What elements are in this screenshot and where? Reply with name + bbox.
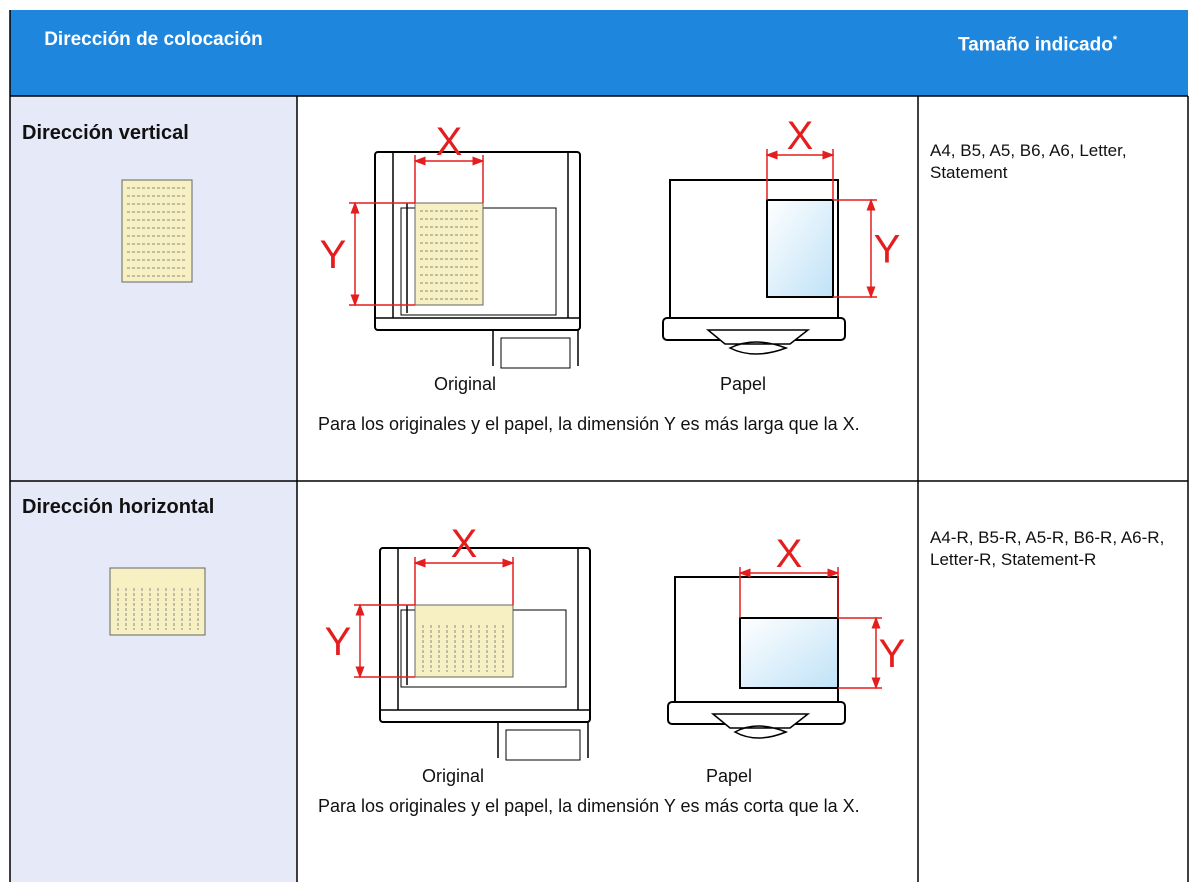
scanner-body — [379, 547, 591, 723]
paper-sheet — [739, 617, 839, 689]
sizes: A4, B5, A5, B6, A6, Letter, Statement — [930, 141, 1127, 182]
header-size-text: Tamaño indicado — [958, 34, 1113, 56]
header-bg — [10, 10, 1188, 96]
orientation: Dirección horizontal — [22, 496, 215, 518]
stand-inner — [500, 337, 571, 369]
note: Para los originales y el papel, la dimen… — [318, 414, 860, 434]
dimension-label: Y — [320, 233, 347, 277]
stand-inner — [505, 729, 581, 761]
caption: Papel — [720, 374, 767, 394]
tray-handle — [710, 713, 811, 739]
header-size: Tamaño indicado* — [958, 28, 1117, 57]
caption: Original — [434, 374, 497, 394]
paper-sheet — [766, 199, 834, 298]
orientation: Dirección vertical — [22, 122, 189, 144]
icon-vertical — [121, 179, 193, 283]
caption: Original — [422, 766, 485, 786]
dimension-label: Y — [879, 632, 906, 676]
dimension-label: Y — [325, 620, 352, 664]
original-sheet — [414, 604, 514, 678]
tray-handle — [705, 329, 811, 355]
scanner-body — [374, 151, 581, 331]
header-placement: Dirección de colocación — [44, 29, 263, 50]
dimension-label: X — [451, 522, 478, 566]
original-sheet — [414, 202, 484, 306]
note: Para los originales y el papel, la dimen… — [318, 796, 860, 816]
dimension-label: X — [787, 114, 814, 158]
table-borders — [9, 10, 1189, 882]
header-size-mark: * — [1112, 34, 1118, 46]
dimension-label: X — [436, 120, 463, 164]
sizes: A4-R, B5-R, A5-R, B6-R, A6-R, Letter-R, … — [930, 528, 1165, 569]
dimension-label: Y — [874, 228, 901, 272]
caption: Papel — [706, 766, 753, 786]
dimension-label: X — [776, 532, 803, 576]
tray — [669, 179, 839, 330]
